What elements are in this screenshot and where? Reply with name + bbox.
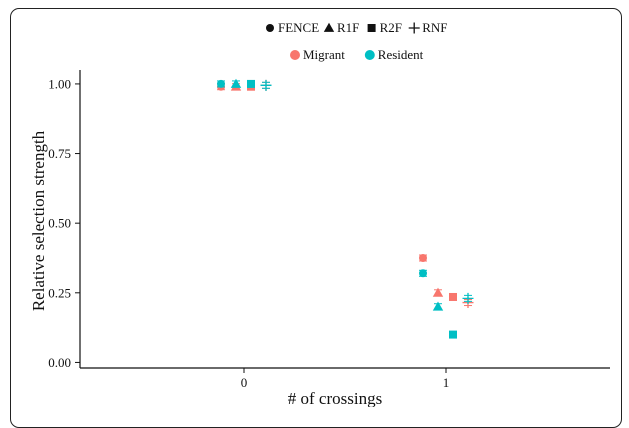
y-axis-title: Relative selection strength	[29, 130, 48, 311]
legend-label: FENCE	[278, 20, 319, 35]
data-point-resident-fence	[419, 269, 427, 278]
legend-label: R1F	[337, 20, 359, 35]
data-points	[217, 78, 474, 339]
x-axis-title: # of crossings	[288, 389, 382, 407]
data-point-migrant-r1f	[432, 287, 444, 297]
legend-dot-icon	[290, 50, 300, 60]
point-marker	[462, 292, 474, 304]
legend-label: R2F	[380, 20, 402, 35]
y-tick-label: 0.25	[48, 285, 71, 300]
legend-label: Resident	[378, 47, 424, 62]
data-point-migrant-r2f	[449, 292, 457, 301]
data-point-resident-fence	[217, 79, 225, 88]
point-marker	[432, 287, 444, 297]
data-point-resident-r2f	[449, 330, 457, 339]
plus-icon	[408, 22, 420, 34]
point-marker	[230, 78, 242, 88]
data-point-resident-rnf	[260, 79, 272, 91]
square-icon	[367, 24, 376, 32]
point-marker	[432, 301, 444, 311]
y-tick-label: 0.00	[48, 355, 71, 370]
point-marker	[419, 253, 427, 262]
legend-item-rnf: RNF	[408, 20, 447, 35]
x-tick-label: 1	[443, 375, 450, 390]
legend-item-fence: FENCE	[266, 20, 319, 35]
legend-item-migrant: Migrant	[290, 47, 345, 62]
point-marker	[260, 79, 272, 91]
y-tick-label: 1.00	[48, 76, 71, 91]
point-marker	[419, 269, 427, 278]
legend-item-r1f: R1F	[323, 20, 359, 35]
data-point-migrant-fence	[419, 253, 427, 262]
point-marker	[217, 79, 225, 88]
data-point-resident-r1f	[432, 301, 444, 311]
legend-item-r2f: R2F	[367, 20, 402, 35]
legend: FENCE R1F R2F RNF Migrant Resident	[266, 20, 447, 62]
y-tick-label: 0.75	[48, 146, 71, 161]
circle-icon	[266, 24, 274, 32]
legend-label: Migrant	[303, 47, 345, 62]
triangle-icon	[323, 22, 335, 32]
y-tick-label: 0.50	[48, 216, 71, 231]
axes: 0.00 0.25 0.50 0.75 1.00 0 1	[48, 70, 610, 390]
point-marker	[247, 79, 255, 88]
x-tick-label: 0	[241, 375, 248, 390]
legend-label: RNF	[422, 20, 447, 35]
point-marker	[449, 330, 457, 339]
data-point-resident-r2f	[247, 79, 255, 88]
point-marker	[449, 292, 457, 301]
legend-item-resident: Resident	[364, 47, 424, 62]
legend-dot-icon	[364, 50, 375, 60]
data-point-resident-r1f	[230, 78, 242, 88]
data-point-resident-rnf	[462, 292, 474, 304]
